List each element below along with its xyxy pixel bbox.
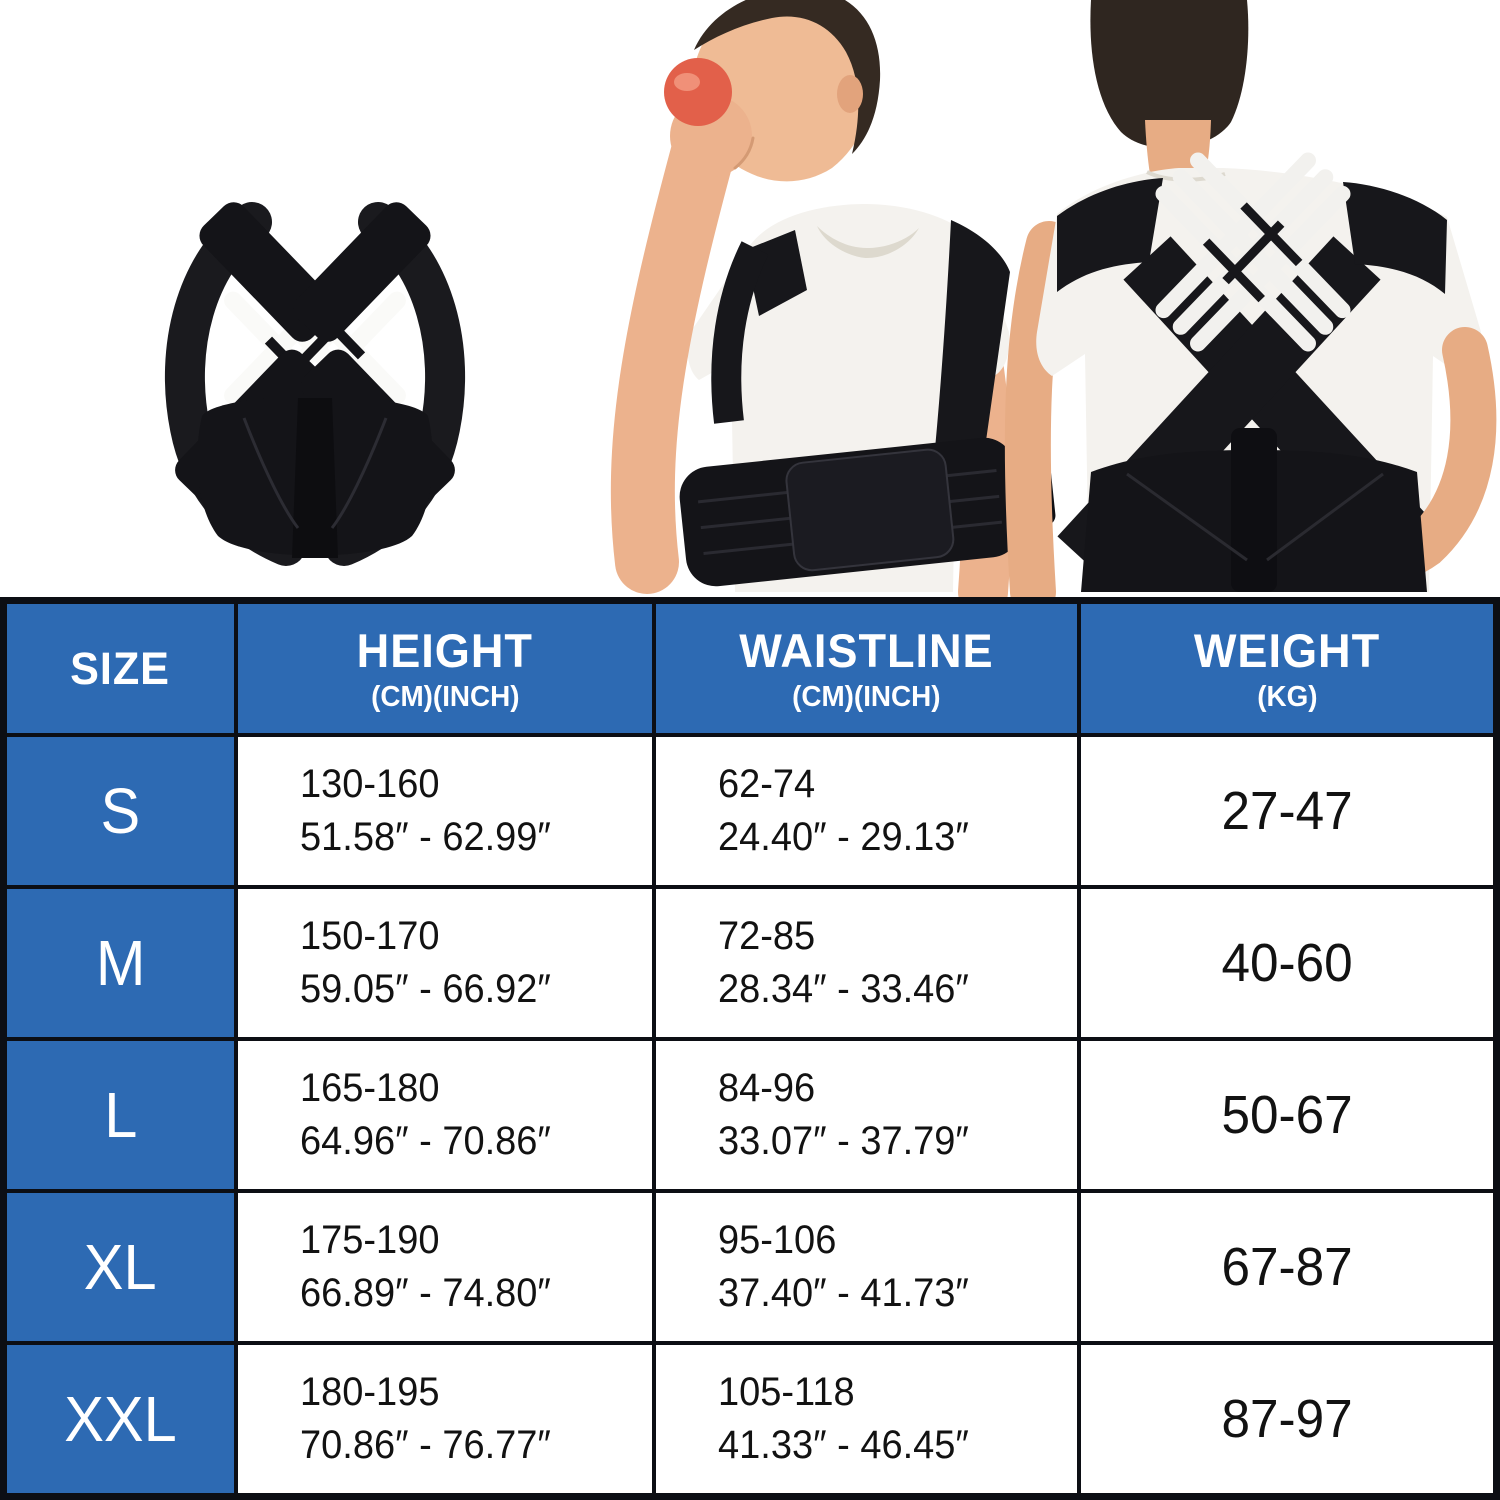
height-cm: 150-170 [300, 914, 440, 959]
column-header-label: WAISTLINE [739, 624, 994, 677]
height-inch: 70.86″ - 76.77″ [300, 1423, 551, 1467]
height-range-cell: 130-160 51.58″ - 62.99″ [238, 737, 652, 885]
size-label-cell: XXL [7, 1345, 234, 1493]
height-cm: 165-180 [300, 1066, 440, 1111]
column-header-units: (CM)(INCH) [370, 681, 520, 713]
waistline-range-cell: 105-118 41.33″ - 46.45″ [656, 1345, 1077, 1493]
height-range-cell: 175-190 66.89″ - 74.80″ [238, 1193, 652, 1341]
waistline-cm: 84-96 [718, 1066, 816, 1111]
waistline-inch: 28.34″ - 33.46″ [718, 967, 969, 1011]
waistline-range-cell: 84-96 33.07″ - 37.79″ [656, 1041, 1077, 1189]
weight-range-cell: 40-60 [1081, 889, 1493, 1037]
waistline-inch: 37.40″ - 41.73″ [718, 1271, 969, 1315]
weight-range-cell: 50-67 [1081, 1041, 1493, 1189]
hero-photos [0, 0, 1500, 597]
waistline-inch: 41.33″ - 46.45″ [718, 1423, 969, 1467]
column-header-label: WEIGHT [1193, 624, 1381, 677]
waistline-cm: 95-106 [718, 1218, 837, 1263]
height-range-cell: 165-180 64.96″ - 70.86″ [238, 1041, 652, 1189]
model-front-photo [610, 0, 1056, 597]
weight-range-cell: 87-97 [1081, 1345, 1493, 1493]
waistline-range-cell: 72-85 28.34″ - 33.46″ [656, 889, 1077, 1037]
height-inch: 64.96″ - 70.86″ [300, 1119, 551, 1163]
waistline-cm: 105-118 [718, 1370, 855, 1415]
height-range-cell: 180-195 70.86″ - 76.77″ [238, 1345, 652, 1493]
height-cm: 130-160 [300, 762, 440, 807]
weight-range-cell: 67-87 [1081, 1193, 1493, 1341]
column-header-size: SIZE [7, 604, 234, 733]
arm-with-fruit [610, 58, 755, 594]
fruit-icon [664, 58, 732, 126]
product-photo [164, 202, 466, 566]
height-inch: 51.58″ - 62.99″ [300, 815, 551, 859]
waistline-range-cell: 62-74 24.40″ - 29.13″ [656, 737, 1077, 885]
model-back-photo [1004, 0, 1497, 597]
waistline-inch: 24.40″ - 29.13″ [718, 815, 969, 859]
column-header-height: HEIGHT (CM)(INCH) [238, 604, 652, 733]
size-chart-table: SIZE HEIGHT (CM)(INCH) WAISTLINE (CM)(IN… [0, 597, 1500, 1500]
column-header-label: HEIGHT [356, 624, 534, 677]
height-inch: 59.05″ - 66.92″ [300, 967, 551, 1011]
column-header-label: SIZE [70, 642, 171, 694]
column-header-weight: WEIGHT (KG) [1081, 604, 1493, 733]
column-header-units: (KG) [1256, 681, 1318, 713]
waistline-cm: 72-85 [718, 914, 816, 959]
height-range-cell: 150-170 59.05″ - 66.92″ [238, 889, 652, 1037]
height-cm: 175-190 [300, 1218, 440, 1263]
size-label-cell: L [7, 1041, 234, 1189]
size-label-cell: XL [7, 1193, 234, 1341]
column-header-waistline: WAISTLINE (CM)(INCH) [656, 604, 1077, 733]
weight-range-cell: 27-47 [1081, 737, 1493, 885]
waistline-range-cell: 95-106 37.40″ - 41.73″ [656, 1193, 1077, 1341]
waistline-cm: 62-74 [718, 762, 816, 807]
hero-illustration [164, 0, 1497, 597]
column-header-units: (CM)(INCH) [792, 681, 941, 713]
height-cm: 180-195 [300, 1370, 440, 1415]
woven-elastic-back-icon [1155, 152, 1351, 352]
height-inch: 66.89″ - 74.80″ [300, 1271, 551, 1315]
size-label-cell: S [7, 737, 234, 885]
size-label-cell: M [7, 889, 234, 1037]
waistline-inch: 33.07″ - 37.79″ [718, 1119, 969, 1163]
